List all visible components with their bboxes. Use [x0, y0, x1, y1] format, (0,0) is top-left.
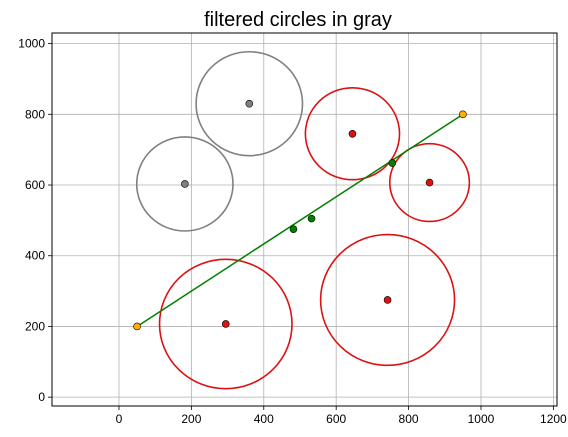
kept-circle-center-point: [425, 178, 434, 187]
y-tick-label: 800: [25, 107, 45, 121]
filtered-circle-center-point: [245, 99, 254, 108]
y-tick-label: 400: [25, 249, 45, 263]
plot-marks: [133, 50, 471, 390]
kept-circle: [319, 233, 456, 367]
filtered-circle-center-point: [181, 180, 189, 188]
kept-circle-center-point: [348, 129, 357, 138]
x-tick-label: 1200: [540, 412, 567, 426]
x-tick-label: 800: [399, 412, 419, 426]
segment-endpoint: [459, 110, 467, 119]
kept-circle: [388, 142, 471, 223]
intersection-point: [388, 159, 397, 167]
kept-circle-center-point: [221, 320, 230, 328]
plot-frame: [51, 32, 558, 407]
filtered-circle: [195, 50, 304, 157]
x-tick-label: 1000: [468, 412, 495, 426]
intersection-point: [289, 225, 298, 234]
intersection-point: [307, 214, 316, 223]
kept-circle-center-point: [383, 296, 392, 304]
segment-endpoint: [133, 322, 141, 331]
kept-circle: [304, 87, 401, 181]
filtered-circle: [135, 136, 234, 232]
x-tick-label: 0: [116, 412, 123, 426]
x-tick-label: 400: [254, 412, 274, 426]
chart-title: filtered circles in gray: [204, 9, 392, 31]
kept-circle: [158, 258, 293, 390]
x-tick-label: 600: [326, 412, 346, 426]
line-segment: [136, 113, 464, 328]
y-tick-label: 0: [38, 390, 45, 404]
y-tick-label: 200: [25, 319, 45, 333]
x-tick-label: 200: [181, 412, 201, 426]
y-tick-label: 1000: [18, 37, 45, 51]
y-tick-label: 600: [25, 178, 45, 192]
axis-ticks: 0 200 400 600 800 1000 1200 0 200 400 600 800 1000: [18, 37, 567, 426]
